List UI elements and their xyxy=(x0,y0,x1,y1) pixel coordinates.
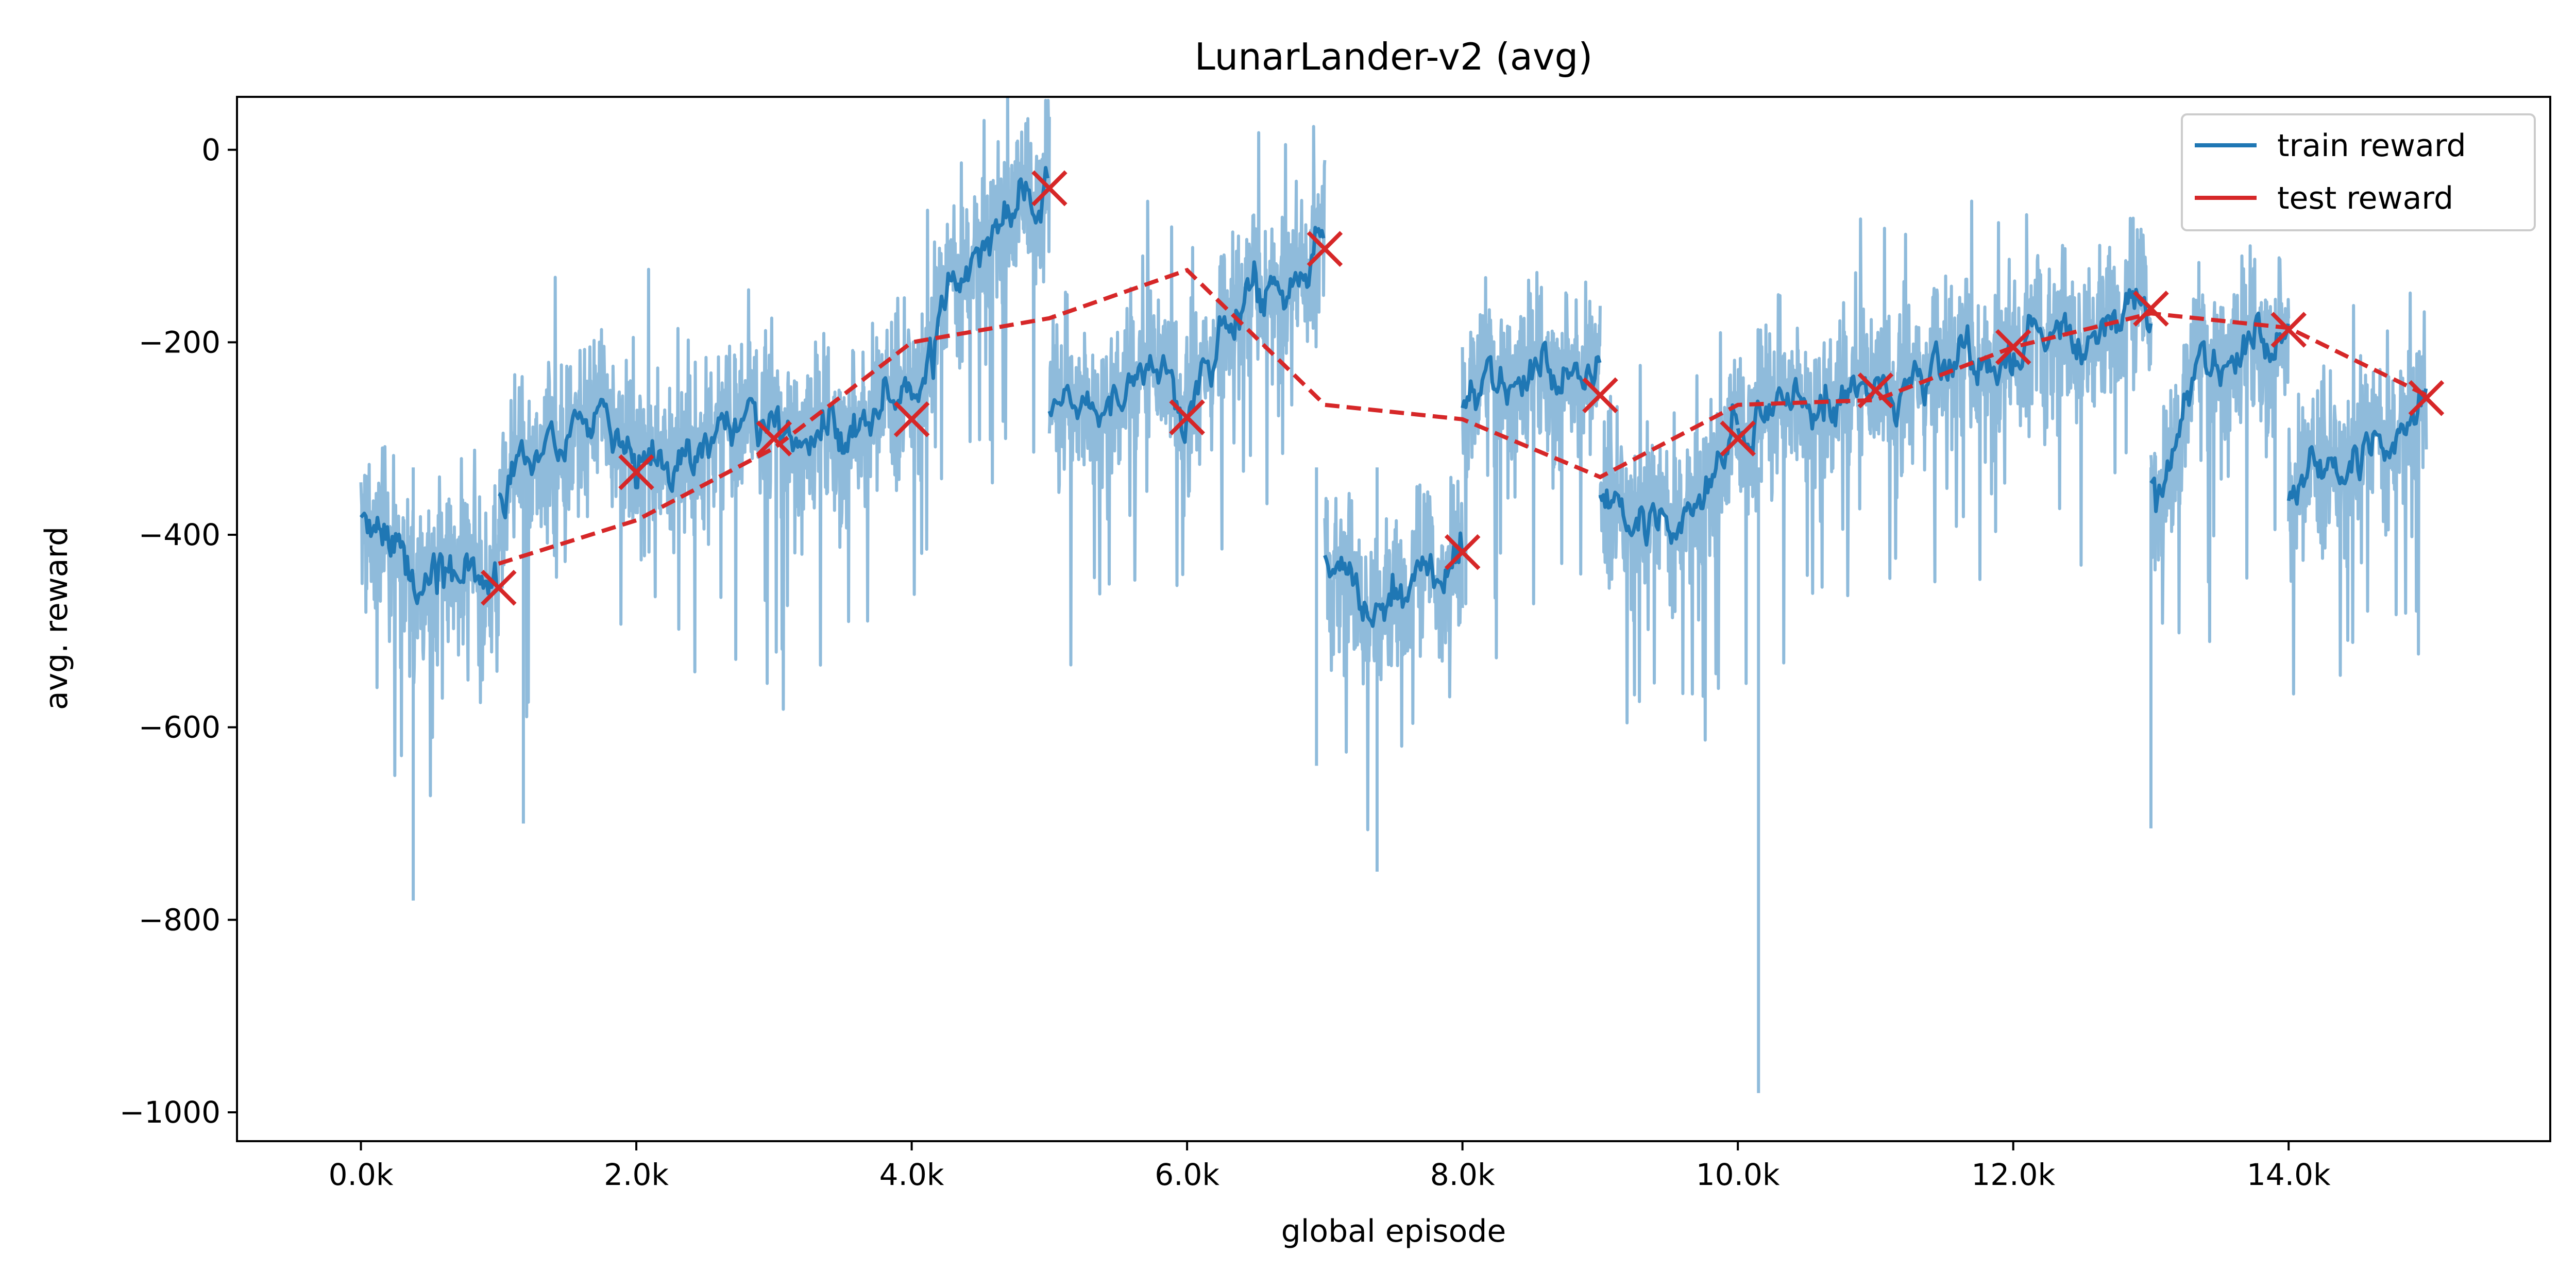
x-tick-label-1: 2.0k xyxy=(604,1157,669,1192)
x-tick-label-3: 6.0k xyxy=(1155,1157,1219,1192)
y-axis-label: avg. reward xyxy=(39,527,75,710)
legend-label-1: test reward xyxy=(2277,180,2453,216)
test-reward-line xyxy=(498,267,2428,566)
axes: 0.0k 2.0k 4.0k 6.0k 8.0k 10.0k 12.0k 14.0k 0 −200… xyxy=(120,96,2551,1192)
test-marker-stroke-b xyxy=(618,454,654,490)
legend: train reward test reward xyxy=(2181,113,2536,231)
test-marker-10 xyxy=(1857,372,1894,409)
chart-title: LunarLander-v2 (avg) xyxy=(1195,35,1593,78)
train-mean-segment-0 xyxy=(359,512,499,605)
test-marker-14 xyxy=(2408,380,2445,416)
test-marker-stroke-b xyxy=(1169,399,1205,435)
plot-area xyxy=(359,97,2445,1093)
test-marker-7 xyxy=(1444,534,1481,570)
test-marker-6 xyxy=(1307,231,1343,267)
train-mean-segment-7 xyxy=(2149,311,2290,513)
test-marker-stroke-b xyxy=(1720,420,1756,457)
test-marker-0 xyxy=(480,569,517,606)
y-tick-label-0: 0 xyxy=(201,132,221,167)
test-marker-2 xyxy=(756,420,792,457)
test-marker-stroke-b xyxy=(2133,291,2169,327)
x-tick-label-6: 12.0k xyxy=(1971,1157,2055,1192)
plot-frame xyxy=(236,96,2551,1142)
test-marker-stroke-b xyxy=(1444,534,1481,570)
legend-label-0: train reward xyxy=(2277,128,2466,164)
y-tick-label-1: −200 xyxy=(139,325,221,360)
test-marker-stroke-b xyxy=(480,569,517,606)
test-marker-stroke-b xyxy=(1582,377,1618,413)
x-tick-label-2: 4.0k xyxy=(879,1157,944,1192)
legend-box xyxy=(2181,113,2536,231)
train-mean-segment-3 xyxy=(1323,531,1464,628)
test-marker-stroke-b xyxy=(756,420,792,457)
test-marker-stroke-b xyxy=(1307,231,1343,267)
y-tick-label-2: −400 xyxy=(139,517,221,552)
test-marker-9 xyxy=(1720,420,1756,457)
train-mean-segment-8 xyxy=(2286,388,2428,506)
test-marker-stroke-b xyxy=(893,401,930,437)
train-reward-smoothed xyxy=(359,166,2428,628)
y-tick-label-5: −1000 xyxy=(120,1095,221,1130)
train-mean-segment-4 xyxy=(1461,341,1602,411)
test-marker-stroke-b xyxy=(1995,329,2031,365)
x-axis-label: global episode xyxy=(1281,1213,1506,1249)
train-raw-segment-6 xyxy=(1736,199,2153,685)
test-marker-stroke-b xyxy=(2408,380,2445,416)
train-mean-segment-5 xyxy=(1598,403,1739,547)
test-marker-4 xyxy=(1031,170,1067,207)
test-marker-8 xyxy=(1582,377,1618,413)
test-marker-stroke-b xyxy=(1857,372,1894,409)
test-marker-stroke-b xyxy=(2270,312,2307,348)
test-marker-5 xyxy=(1169,399,1205,435)
train-raw-segment-8 xyxy=(2287,291,2428,696)
x-tick-label-0: 0.0k xyxy=(329,1157,394,1192)
y-tick-label-3: −600 xyxy=(139,710,221,745)
train-mean-segment-6 xyxy=(1736,287,2153,454)
x-tick-label-4: 8.0k xyxy=(1430,1157,1495,1192)
test-marker-3 xyxy=(893,401,930,437)
test-marker-stroke-b xyxy=(1031,170,1067,207)
test-marker-11 xyxy=(1995,329,2031,365)
x-tick-label-7: 14.0k xyxy=(2247,1157,2331,1192)
test-marker-12 xyxy=(2133,291,2169,327)
y-tick-label-4: −800 xyxy=(139,902,221,937)
x-tick-label-5: 10.0k xyxy=(1696,1157,1780,1192)
train-mean-segment-1 xyxy=(498,166,1050,520)
test-marker-1 xyxy=(618,454,654,490)
test-marker-13 xyxy=(2270,312,2307,348)
